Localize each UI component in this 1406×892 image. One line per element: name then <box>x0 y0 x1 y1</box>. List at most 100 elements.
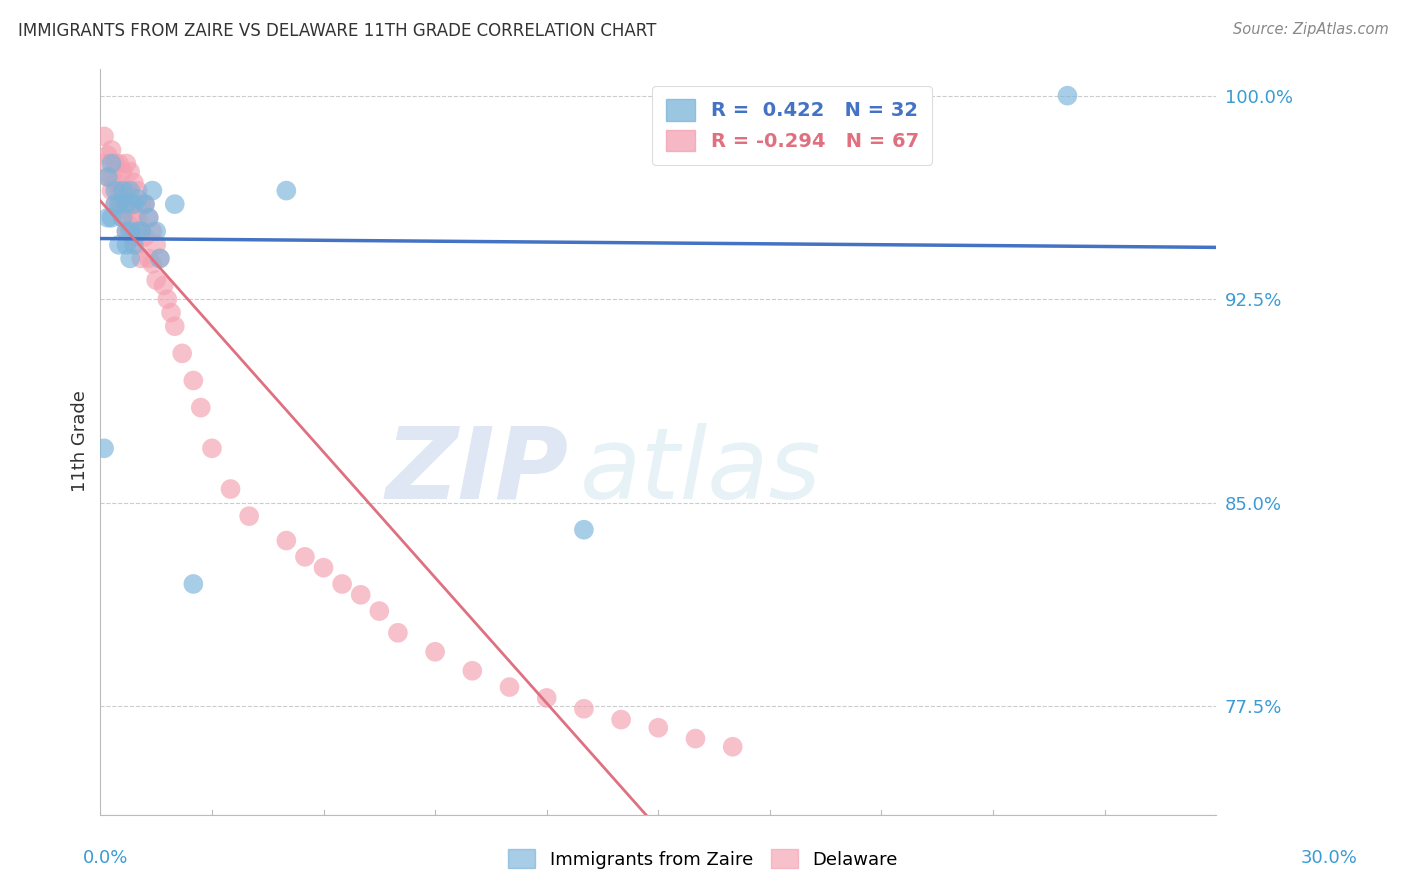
Point <box>93 156 115 170</box>
Point <box>100 156 122 170</box>
Point <box>134 229 156 244</box>
Point <box>97 211 120 225</box>
Point <box>129 224 152 238</box>
Point <box>350 588 373 602</box>
Point <box>122 211 145 225</box>
Point <box>122 229 145 244</box>
Point <box>127 211 149 225</box>
Point <box>111 211 134 225</box>
Point <box>721 739 744 754</box>
Point <box>276 533 298 548</box>
Point <box>138 252 160 266</box>
Point <box>104 184 127 198</box>
Point <box>1056 88 1078 103</box>
Point <box>536 690 558 705</box>
Point <box>120 184 142 198</box>
Point <box>138 211 160 225</box>
Point <box>312 560 335 574</box>
Text: Source: ZipAtlas.com: Source: ZipAtlas.com <box>1233 22 1389 37</box>
Point <box>97 169 120 184</box>
Text: ZIP: ZIP <box>387 423 569 520</box>
Point <box>276 184 298 198</box>
Point <box>152 278 174 293</box>
Y-axis label: 11th Grade: 11th Grade <box>72 391 89 492</box>
Point <box>219 482 242 496</box>
Point <box>104 156 127 170</box>
Point <box>163 197 186 211</box>
Point <box>141 257 163 271</box>
Point <box>115 224 138 238</box>
Point <box>108 156 131 170</box>
Point <box>163 319 186 334</box>
Point <box>138 211 160 225</box>
Point <box>111 184 134 198</box>
Point <box>122 197 145 211</box>
Point <box>368 604 391 618</box>
Point <box>134 197 156 211</box>
Text: 30.0%: 30.0% <box>1301 849 1357 867</box>
Point <box>134 197 156 211</box>
Point <box>156 292 179 306</box>
Point <box>97 169 120 184</box>
Point <box>387 625 409 640</box>
Point <box>108 238 131 252</box>
Point <box>122 176 145 190</box>
Point <box>104 197 127 211</box>
Point <box>127 184 149 198</box>
Point <box>461 664 484 678</box>
Point <box>115 224 138 238</box>
Point <box>115 238 138 252</box>
Point <box>115 202 138 217</box>
Point <box>610 713 633 727</box>
Point <box>104 176 127 190</box>
Legend: Immigrants from Zaire, Delaware: Immigrants from Zaire, Delaware <box>501 842 905 876</box>
Point <box>120 224 142 238</box>
Point <box>111 211 134 225</box>
Legend: R =  0.422   N = 32, R = -0.294   N = 67: R = 0.422 N = 32, R = -0.294 N = 67 <box>652 86 932 165</box>
Point <box>685 731 707 746</box>
Point <box>127 238 149 252</box>
Point <box>145 224 167 238</box>
Point <box>423 645 446 659</box>
Point <box>183 577 205 591</box>
Point <box>100 184 122 198</box>
Point <box>149 252 172 266</box>
Point <box>127 224 149 238</box>
Point <box>129 252 152 266</box>
Point <box>93 129 115 144</box>
Text: atlas: atlas <box>581 423 823 520</box>
Point <box>238 509 260 524</box>
Point <box>93 442 115 456</box>
Point <box>572 523 595 537</box>
Point <box>120 197 142 211</box>
Point <box>201 442 224 456</box>
Point <box>120 252 142 266</box>
Point <box>129 197 152 211</box>
Point <box>122 238 145 252</box>
Point <box>330 577 353 591</box>
Point <box>145 238 167 252</box>
Point <box>97 148 120 162</box>
Point <box>111 164 134 178</box>
Point <box>100 211 122 225</box>
Text: 0.0%: 0.0% <box>83 849 128 867</box>
Point <box>100 169 122 184</box>
Point <box>145 273 167 287</box>
Point <box>498 680 520 694</box>
Point <box>120 219 142 233</box>
Point <box>572 702 595 716</box>
Point <box>149 252 172 266</box>
Point <box>104 197 127 211</box>
Point <box>183 374 205 388</box>
Point <box>190 401 212 415</box>
Point <box>111 192 134 206</box>
Point <box>115 156 138 170</box>
Point <box>129 224 152 238</box>
Point <box>115 197 138 211</box>
Point <box>647 721 669 735</box>
Point <box>115 184 138 198</box>
Point <box>172 346 194 360</box>
Point <box>141 184 163 198</box>
Point <box>120 164 142 178</box>
Point <box>100 143 122 157</box>
